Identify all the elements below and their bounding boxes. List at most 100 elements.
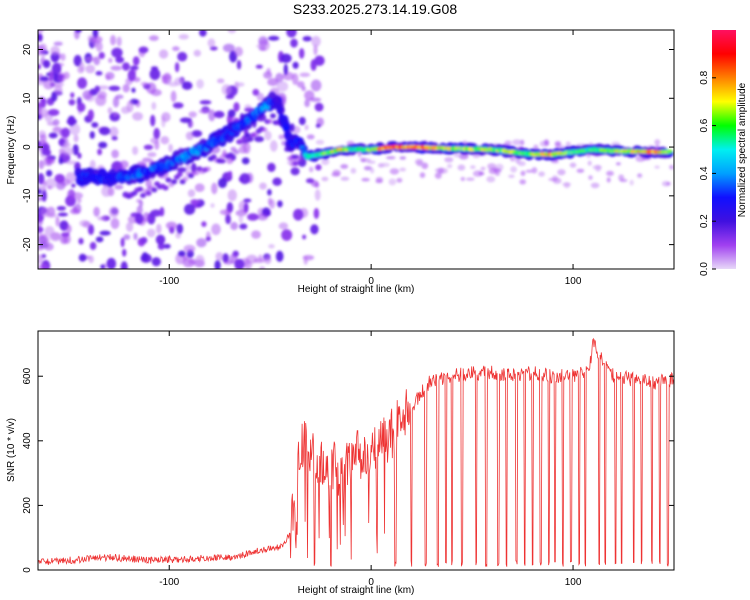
spectrogram-cell — [126, 100, 134, 113]
spectrogram-cell — [49, 70, 54, 80]
spectrogram-cell — [38, 33, 43, 41]
spectrogram-cell — [171, 179, 178, 185]
spectrogram-cell — [74, 30, 82, 33]
spectrogram-cell — [85, 64, 96, 74]
spectrogram-cell — [421, 162, 429, 170]
spectrogram-cell — [538, 171, 545, 177]
spectrogram-cell — [38, 217, 44, 227]
spectrogram-cell — [172, 46, 180, 52]
spectrogram-cell — [227, 152, 234, 158]
spectrogram-cell — [302, 234, 307, 240]
spectrogram-cell — [94, 85, 101, 93]
spectrogram-cell — [381, 162, 390, 167]
spectrogram-cell — [519, 179, 527, 185]
spectrogram-cell — [296, 81, 305, 88]
spectrogram-cell — [161, 76, 168, 84]
spectrogram-cell — [112, 112, 119, 117]
snr-series-line — [38, 337, 674, 568]
spectrogram-cell — [114, 184, 124, 190]
spectrogram-cell — [193, 49, 202, 57]
colorbar-tick-label: 0.2 — [699, 214, 710, 228]
spectrogram-cell — [125, 221, 134, 232]
spectrogram-cell — [375, 177, 384, 183]
spectrogram-cell — [243, 198, 252, 203]
spectrogram-cell — [89, 241, 97, 250]
spectrogram-cell — [85, 56, 97, 62]
spectrogram-cell — [295, 156, 302, 162]
spectrogram-cell — [108, 85, 121, 92]
spectrogram-cell — [313, 207, 320, 220]
spectrogram-cell — [340, 164, 349, 169]
spectrogram-cell — [213, 110, 225, 119]
spectrogram-cell — [97, 173, 103, 180]
spectrogram-cell — [419, 172, 426, 178]
spectrogram-cell — [247, 213, 259, 221]
spectrogram-cell — [56, 205, 67, 211]
spectrogram-cell — [177, 250, 186, 257]
snr-x-axis-label: Height of straight line (km) — [298, 585, 415, 596]
spectrogram-cell — [235, 82, 245, 87]
spectrogram-cell — [170, 90, 177, 103]
spectrogram-cell — [42, 59, 51, 69]
spectrogram-cell — [161, 112, 171, 122]
spectrogram-cell — [95, 236, 104, 243]
colorbar: 0.0 0.2 0.4 0.6 0.8 Normalized spectral ampl… — [699, 30, 748, 276]
spectrogram-cell — [286, 30, 297, 38]
spectrogram-cell — [465, 177, 475, 181]
spectrogram-cell — [106, 257, 117, 269]
spectrogram-cell — [361, 177, 370, 182]
spectrogram-cell — [65, 160, 77, 165]
spectrogram-cell — [389, 168, 400, 175]
spectrogram-y-tick-label: 0 — [22, 144, 33, 150]
spectrogram-cell — [243, 202, 249, 213]
spectrogram-cell — [210, 203, 215, 208]
spectrogram-cell — [185, 163, 191, 171]
spectrogram-cell — [95, 71, 103, 76]
spectrogram-cell — [233, 102, 240, 112]
spectrogram-cell — [132, 146, 139, 156]
spectrogram-cell — [42, 180, 47, 187]
spectrogram-cell — [531, 167, 538, 174]
spectrogram-cell — [399, 167, 407, 172]
spectrogram-cell — [298, 116, 306, 126]
spectrogram-cell — [588, 175, 593, 180]
spectrogram-cell — [241, 157, 250, 165]
spectrogram-cell — [195, 254, 205, 267]
spectrogram-cell — [153, 127, 161, 140]
spectrogram-cell — [434, 172, 442, 179]
spectrogram-cell — [563, 182, 571, 189]
spectrogram-cell — [267, 118, 274, 124]
spectrogram-cell — [269, 199, 276, 209]
spectrogram-cell — [55, 215, 60, 227]
spectrogram-cell — [158, 49, 169, 59]
spectrogram-cell — [91, 122, 99, 128]
snr-x-tick-label: 0 — [368, 577, 374, 588]
spectrogram-cell — [189, 199, 201, 205]
spectrogram-cell — [264, 255, 272, 265]
spectrogram-cells — [38, 30, 674, 269]
spectrogram-cell — [97, 216, 106, 221]
spectrogram-cell — [268, 35, 280, 41]
spectrogram-cell — [299, 72, 311, 78]
spectrogram-cell — [615, 162, 621, 166]
spectrogram-cell — [315, 123, 321, 128]
spectrogram-cell — [45, 178, 57, 189]
spectrogram-cell — [234, 46, 243, 57]
spectrogram-cell — [140, 193, 146, 198]
spectrogram-cell — [385, 156, 396, 160]
spectrogram-cell — [298, 48, 305, 59]
spectrogram-cell — [267, 162, 276, 173]
spectrogram-cell — [40, 206, 50, 217]
spectrogram-cell — [331, 172, 341, 177]
spectrogram-cell — [162, 185, 169, 191]
spectrogram-cell — [38, 188, 42, 195]
spectrogram-cell — [88, 255, 94, 264]
snr-x-tick-label: 100 — [565, 577, 582, 588]
spectrogram-cell — [270, 113, 276, 119]
spectrogram-cell — [122, 83, 130, 93]
spectrogram-cell — [289, 123, 295, 132]
spectrogram-cell — [150, 137, 159, 144]
spectrogram-cell — [132, 111, 144, 121]
spectrogram-cell — [480, 166, 486, 171]
